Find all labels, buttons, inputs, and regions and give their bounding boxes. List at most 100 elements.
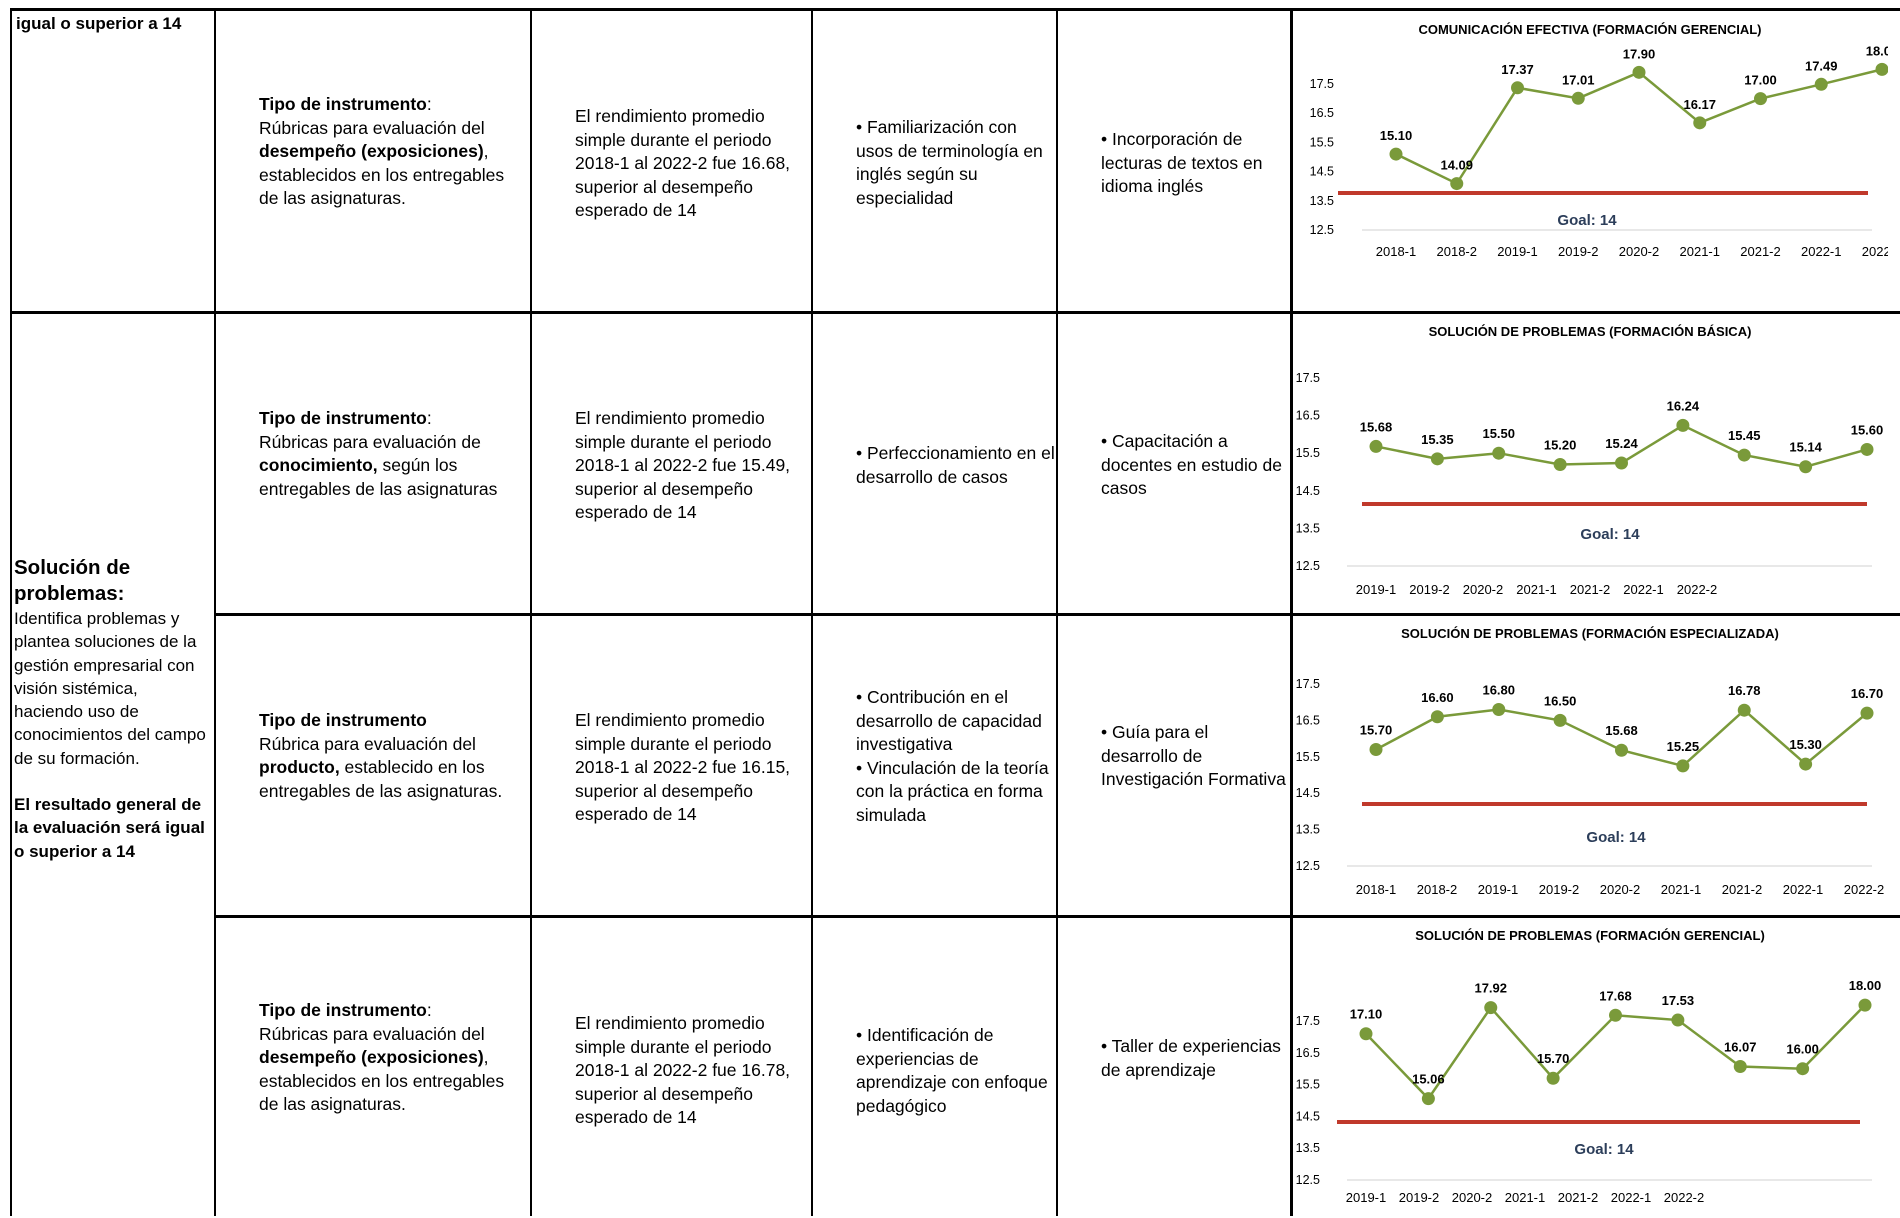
data-label: 16.80 xyxy=(1482,682,1515,697)
y-tick-label: 15.5 xyxy=(1310,135,1334,149)
x-tick-label: 2021-2 xyxy=(1740,244,1780,259)
data-point xyxy=(1858,998,1872,1012)
chart-title: SOLUCIÓN DE PROBLEMAS (FORMACIÓN GERENCI… xyxy=(1415,928,1765,943)
row-divider-1 xyxy=(10,311,1900,314)
x-tick-label: 2018-1 xyxy=(1376,244,1416,259)
y-tick-label: 12.5 xyxy=(1296,559,1320,573)
instrument-label: Tipo de instrumento xyxy=(259,94,427,114)
data-point xyxy=(1733,1059,1747,1073)
instrument-separator: : xyxy=(426,1000,432,1020)
row-divider-2 xyxy=(214,613,1900,616)
data-label: 17.49 xyxy=(1805,58,1838,73)
chart-title: SOLUCIÓN DE PROBLEMAS (FORMACIÓN ESPECIA… xyxy=(1401,626,1779,641)
data-point xyxy=(1369,439,1383,453)
chart-title: COMUNICACIÓN EFECTIVA (FORMACIÓN GERENCI… xyxy=(1418,22,1761,37)
instrument-separator: : xyxy=(426,94,432,114)
x-tick-label: 2021-2 xyxy=(1722,882,1762,897)
data-point xyxy=(1615,743,1628,757)
data-label: 15.25 xyxy=(1667,739,1700,754)
data-label: 16.07 xyxy=(1724,1039,1757,1054)
data-label: 17.68 xyxy=(1599,988,1632,1003)
data-point xyxy=(1615,456,1628,470)
action-cell: • Taller de experiencias de aprendizaje xyxy=(1101,1036,1281,1080)
data-label: 16.60 xyxy=(1421,690,1454,705)
data-label: 17.10 xyxy=(1350,1007,1383,1022)
data-point xyxy=(1875,62,1888,76)
data-label: 15.20 xyxy=(1544,437,1577,452)
instrument-emphasis: conocimiento, xyxy=(259,455,378,475)
data-point xyxy=(1609,1008,1622,1022)
data-label: 17.01 xyxy=(1562,72,1595,87)
data-label: 15.68 xyxy=(1360,419,1393,434)
data-point xyxy=(1799,460,1813,474)
data-label: 15.06 xyxy=(1412,1072,1445,1087)
instrument-emphasis: desempeño (exposiciones) xyxy=(259,141,484,161)
result-cell: El rendimiento promedio simple durante e… xyxy=(575,1013,791,1127)
instrument-emphasis: desempeño (exposiciones) xyxy=(259,1047,484,1067)
top-left-text: igual o superior a 14 xyxy=(16,14,182,33)
y-tick-label: 13.5 xyxy=(1310,194,1334,208)
improvement-cell: • Contribución en el desarrollo de capac… xyxy=(856,687,1049,825)
x-tick-label: 2020-2 xyxy=(1463,582,1503,597)
data-point xyxy=(1799,757,1813,771)
x-tick-label: 2018-2 xyxy=(1417,882,1457,897)
y-tick-label: 12.5 xyxy=(1296,859,1320,873)
competency-heading: Solución de problemas: xyxy=(14,556,131,605)
x-tick-label: 2019-1 xyxy=(1478,882,1518,897)
column-divider-4 xyxy=(1056,8,1058,1216)
x-tick-label: 2020-2 xyxy=(1619,244,1659,259)
y-tick-label: 13.5 xyxy=(1296,1141,1320,1155)
instrument-label: Tipo de instrumento xyxy=(259,1000,427,1020)
y-tick-label: 17.5 xyxy=(1296,1014,1320,1028)
data-label: 18.00 xyxy=(1866,43,1888,58)
data-label: 16.24 xyxy=(1667,398,1700,413)
action-cell: • Capacitación a docentes en estudio de … xyxy=(1101,431,1282,498)
data-label: 15.60 xyxy=(1851,422,1884,437)
data-point xyxy=(1571,91,1585,105)
x-tick-label: 2019-2 xyxy=(1399,1190,1439,1205)
data-label: 17.90 xyxy=(1623,46,1656,61)
line-chart-solucion-gerencial: SOLUCIÓN DE PROBLEMAS (FORMACIÓN GERENCI… xyxy=(1296,928,1882,1205)
line-chart-comunicacion-efectiva: COMUNICACIÓN EFECTIVA (FORMACIÓN GERENCI… xyxy=(1310,22,1888,259)
data-label: 14.09 xyxy=(1440,158,1473,173)
data-label: 16.17 xyxy=(1683,97,1716,112)
data-point xyxy=(1676,759,1690,773)
table-border-left xyxy=(10,8,12,1216)
data-point xyxy=(1369,743,1383,757)
data-label: 15.10 xyxy=(1380,128,1413,143)
y-tick-label: 15.5 xyxy=(1296,750,1320,764)
column-divider-3 xyxy=(811,8,813,1216)
instrument-text-end: establecido en los entregables de las as… xyxy=(259,757,503,801)
x-tick-label: 2022-1 xyxy=(1801,244,1841,259)
result-cell: El rendimiento promedio simple durante e… xyxy=(575,106,791,220)
improvement-cell: • Familiarización con usos de terminolog… xyxy=(856,117,1043,208)
data-point xyxy=(1693,116,1707,130)
instrument-separator: : xyxy=(426,408,432,428)
y-tick-label: 12.5 xyxy=(1296,1173,1320,1187)
y-tick-label: 17.5 xyxy=(1296,677,1320,691)
data-point xyxy=(1430,452,1444,466)
competency-result: El resultado general de la evaluación se… xyxy=(14,795,205,861)
data-label: 15.14 xyxy=(1789,440,1822,455)
instrument-cell: Tipo de instrumento: Rúbricas para evalu… xyxy=(259,999,524,1117)
x-tick-label: 2022-2 xyxy=(1677,582,1717,597)
instrument-text: Rúbricas para evaluación del xyxy=(259,117,485,138)
x-tick-label: 2018-2 xyxy=(1437,244,1477,259)
data-label: 16.00 xyxy=(1786,1042,1819,1057)
x-tick-label: 2019-2 xyxy=(1409,582,1449,597)
data-point xyxy=(1421,1092,1435,1106)
column-divider-2 xyxy=(530,8,532,1216)
instrument-cell: Tipo de instrumento: Rúbricas para evalu… xyxy=(259,93,524,211)
x-tick-label: 2020-2 xyxy=(1600,882,1640,897)
data-label: 15.45 xyxy=(1728,428,1761,443)
y-tick-label: 16.5 xyxy=(1296,1046,1320,1060)
goal-label: Goal: 14 xyxy=(1586,829,1646,846)
data-point xyxy=(1359,1027,1373,1041)
data-point xyxy=(1546,1071,1560,1085)
instrument-text-end: , establecidos en los entregables de las… xyxy=(259,1047,505,1114)
column-divider-1 xyxy=(214,8,216,1216)
data-point xyxy=(1860,706,1874,720)
y-tick-label: 16.5 xyxy=(1296,713,1320,727)
y-tick-label: 15.5 xyxy=(1296,446,1320,460)
y-tick-label: 16.5 xyxy=(1296,409,1320,423)
